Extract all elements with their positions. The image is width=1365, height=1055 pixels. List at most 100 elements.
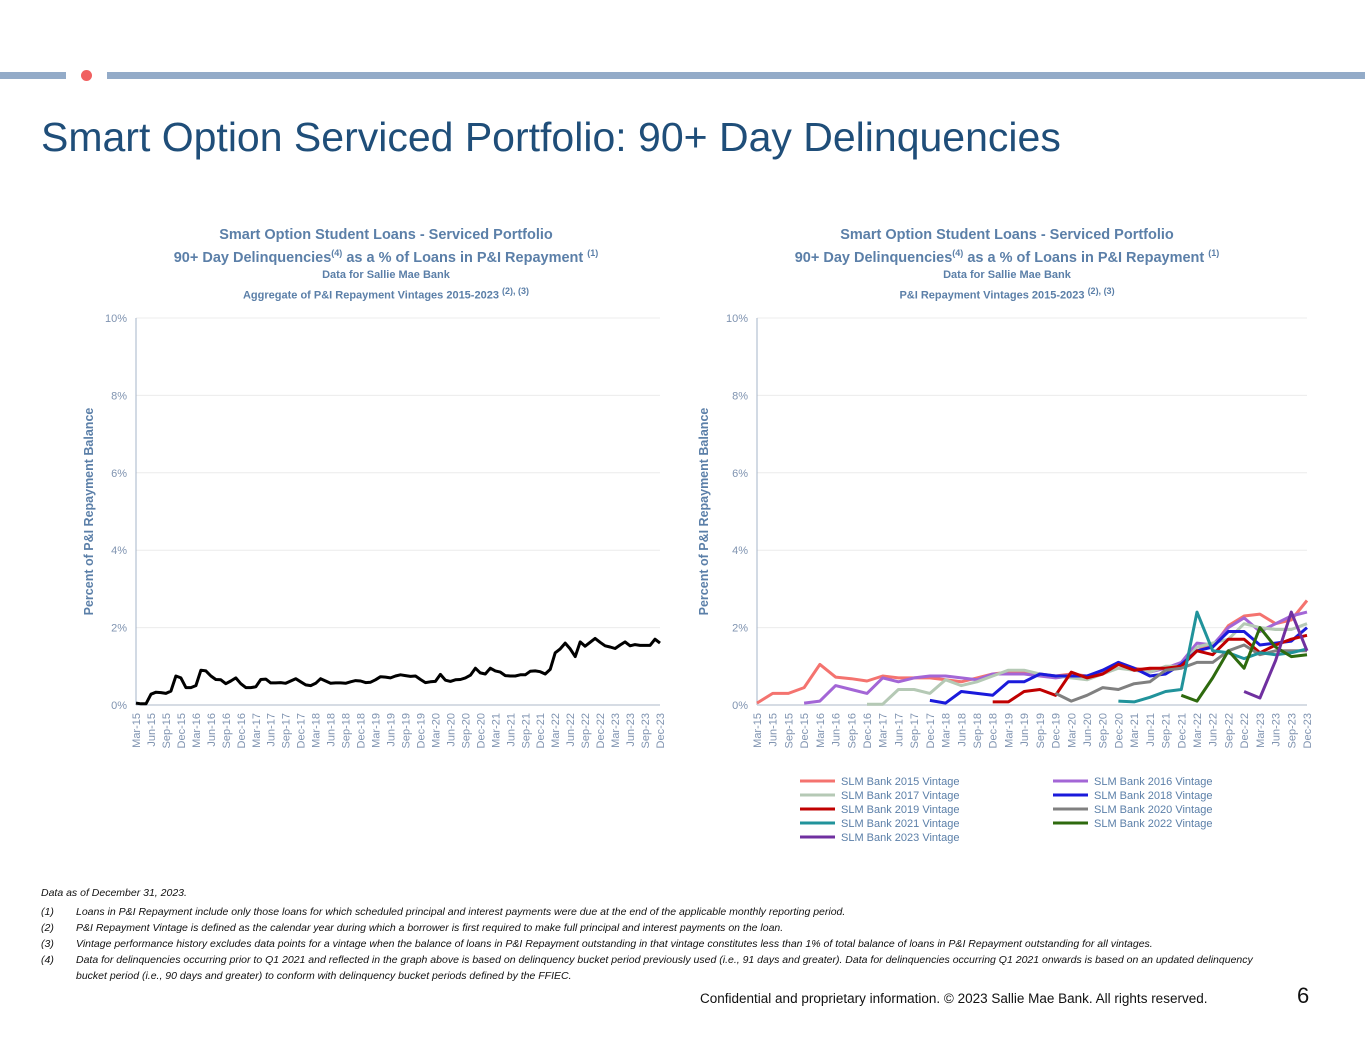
chart-subtitle: Data for Sallie Mae Bank [943, 268, 1071, 281]
y-tick-label: 8% [111, 390, 127, 402]
x-tick-label: Mar-19 [371, 713, 383, 748]
x-tick-label: Jun-21 [505, 713, 517, 747]
x-tick-label: Mar-22 [1192, 713, 1204, 748]
x-tick-label: Mar-17 [251, 713, 263, 748]
x-tick-label: Dec-17 [925, 713, 937, 748]
x-tick-label: Sep-18 [341, 713, 353, 748]
x-tick-label: Dec-23 [1302, 713, 1314, 748]
footnote-number: (1) [41, 906, 54, 918]
x-tick-label: Jun-18 [956, 713, 968, 747]
x-tick-label: Mar-22 [550, 713, 562, 748]
footnote-text: Loans in P&I Repayment include only thos… [76, 906, 846, 918]
header-accent-bar [0, 72, 66, 79]
legend-label: SLM Bank 2015 Vintage [841, 776, 959, 788]
legend-label: SLM Bank 2020 Vintage [1094, 804, 1212, 816]
header-accent-bar [107, 72, 1365, 79]
confidential-notice: Confidential and proprietary information… [700, 991, 1208, 1006]
x-tick-label: Sep-15 [161, 713, 173, 748]
x-tick-label: Dec-23 [655, 713, 667, 748]
x-tick-label: Dec-22 [1239, 713, 1251, 748]
x-tick-label: Mar-23 [610, 713, 622, 748]
footnotes: Data as of December 31, 2023. (1) Loans i… [41, 884, 1271, 984]
footnote-text: Data for delinquencies occurring prior t… [76, 954, 1253, 982]
legend-label: SLM Bank 2018 Vintage [1094, 790, 1212, 802]
x-tick-label: Jun-19 [1019, 713, 1031, 747]
x-tick-label: Mar-17 [878, 713, 890, 748]
x-tick-label: Dec-16 [862, 713, 874, 748]
x-tick-label: Dec-19 [415, 713, 427, 748]
title-text: 90+ Day Delinquencies [794, 249, 953, 266]
x-tick-label: Jun-16 [206, 713, 218, 747]
y-tick-label: 4% [732, 545, 748, 557]
footnote: (1) Loans in P&I Repayment include only t… [41, 904, 1271, 920]
chart-title-line: Smart Option Student Loans - Serviced Po… [840, 227, 1174, 243]
x-tick-label: Mar-20 [430, 713, 442, 748]
x-tick-label: Sep-22 [580, 713, 592, 748]
page-title: Smart Option Serviced Portfolio: 90+ Day… [41, 114, 1061, 160]
x-tick-label: Mar-20 [1066, 713, 1078, 748]
footnote-text: P&I Repayment Vintage is defined as the … [76, 922, 784, 934]
x-tick-label: Sep-17 [909, 713, 921, 748]
y-tick-label: 6% [111, 468, 127, 480]
x-tick-label: Mar-21 [490, 713, 502, 748]
footnote-ref: (1) [1208, 248, 1220, 258]
chart-subtitle: Aggregate of P&I Repayment Vintages 2015… [106, 283, 666, 304]
x-tick-label: Jun-16 [831, 713, 843, 747]
chart-title-line: 90+ Day Delinquencies(4) as a % of Loans… [106, 244, 666, 267]
x-tick-label: Dec-22 [595, 713, 607, 748]
header-accent-dot [81, 70, 92, 81]
legend-label: SLM Bank 2016 Vintage [1094, 776, 1212, 788]
x-tick-label: Dec-20 [475, 713, 487, 748]
x-tick-label: Jun-17 [266, 713, 278, 747]
x-tick-label: Sep-19 [400, 713, 412, 748]
footnote: (2) P&I Repayment Vintage is defined as t… [41, 920, 1271, 936]
series-line-slm-bank-2016-vintage [803, 610, 1308, 705]
y-axis-title: Percent of P&I Repayment Balance [82, 408, 96, 616]
x-tick-label: Dec-18 [356, 713, 368, 748]
x-tick-label: Sep-20 [1098, 713, 1110, 748]
footnote-ref: (2), (3) [502, 285, 529, 296]
y-tick-label: 6% [732, 468, 748, 480]
left-chart-title: Smart Option Student Loans - Serviced Po… [106, 226, 666, 303]
x-tick-label: Sep-23 [1286, 713, 1298, 748]
series-line-slm-bank-2023-vintage [1243, 610, 1309, 700]
x-tick-label: Jun-23 [625, 713, 637, 747]
footnote-ref: (1) [587, 248, 599, 258]
x-tick-label: Sep-19 [1035, 713, 1047, 748]
x-tick-label: Mar-16 [191, 713, 203, 748]
series-line-slm-bank-2017-vintage [867, 622, 1308, 706]
x-tick-label: Dec-19 [1051, 713, 1063, 748]
x-tick-label: Sep-18 [972, 713, 984, 748]
title-text: as a % of Loans in P&I Repayment [963, 249, 1209, 266]
x-tick-label: Mar-15 [752, 713, 764, 748]
series-line-slm-bank-2019-vintage [992, 633, 1308, 704]
x-tick-label: Sep-17 [281, 713, 293, 748]
x-tick-label: Mar-19 [1003, 713, 1015, 748]
footnote-number: (2) [41, 922, 54, 934]
footnote-ref: (4) [952, 248, 964, 258]
x-tick-label: Sep-16 [221, 713, 233, 748]
legend-label: SLM Bank 2017 Vintage [841, 790, 959, 802]
x-tick-label: Jun-15 [768, 713, 780, 747]
footnote-ref: (4) [331, 248, 343, 258]
x-tick-label: Sep-16 [846, 713, 858, 748]
legend-label: SLM Bank 2021 Vintage [841, 818, 959, 830]
x-tick-label: Jun-22 [565, 713, 577, 747]
x-tick-label: Dec-18 [988, 713, 1000, 748]
x-tick-label: Sep-22 [1223, 713, 1235, 748]
x-tick-label: Jun-23 [1271, 713, 1283, 747]
x-tick-label: Sep-21 [520, 713, 532, 748]
x-tick-label: Jun-22 [1208, 713, 1220, 747]
y-axis-title: Percent of P&I Repayment Balance [697, 408, 711, 616]
x-tick-label: Mar-18 [311, 713, 323, 748]
legend-label: SLM Bank 2022 Vintage [1094, 818, 1212, 830]
series-line-slm-bank-2018-vintage [929, 626, 1308, 705]
x-tick-label: Sep-21 [1161, 713, 1173, 748]
chart-subtitle: Data for Sallie Mae Bank [322, 268, 450, 281]
y-tick-label: 0% [111, 700, 127, 712]
x-tick-label: Jun-15 [146, 713, 158, 747]
data-as-of: Data as of December 31, 2023. [41, 887, 187, 899]
chart-title-line: Smart Option Student Loans - Serviced Po… [219, 227, 553, 243]
x-tick-label: Dec-21 [1176, 713, 1188, 748]
y-tick-label: 10% [105, 313, 127, 325]
